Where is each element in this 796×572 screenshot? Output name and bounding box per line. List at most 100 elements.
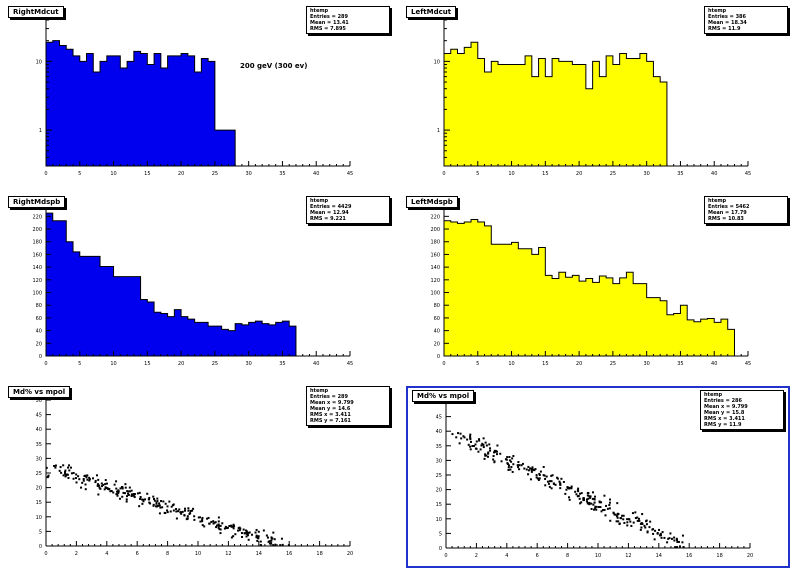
scatter-point [532,468,535,471]
y-tick-label: 15 [36,500,42,506]
scatter-point [570,485,573,488]
histogram-pad-left-mdspb[interactable]: 0 5 10 15 20 25 30 35 40 45 0 20 40 60 80 100 120 140 160 1… [398,190,796,380]
scatter-point [128,486,131,489]
scatter-point [619,517,622,520]
y-tick-label: 0 [39,354,42,360]
scatter-point [520,464,523,467]
x-tick-label: 0 [444,553,447,559]
stats-line: Entries = 5462 [708,204,750,210]
histogram-pad-right-mdspb[interactable]: 0 5 10 15 20 25 30 35 40 45 0 20 40 60 80 100 120 140 160 1… [0,190,398,380]
scatter-pad-left[interactable]: 0 2 4 6 8 10 12 14 16 18 20 0 5 10 15 20 25 30 35 40 45 50 Md… [0,380,398,570]
histogram-pad-left-mdcut[interactable]: 0 5 10 15 20 25 30 35 40 45 1 10 LeftMdcut htemp En… [398,0,796,190]
scatter-point [191,509,194,512]
scatter-point [64,469,67,472]
scatter-point [618,522,621,525]
scatter-point [668,537,671,540]
scatter-point [81,481,84,484]
scatter-point [245,530,248,533]
x-tick-label: 25 [610,171,616,177]
x-tick-label: 30 [245,361,251,367]
histogram-title: LeftMdcut [406,6,457,18]
scatter-point [661,531,664,534]
x-tick-label: 35 [677,171,683,177]
scatter-point [626,524,629,527]
x-tick-label: 20 [576,171,582,177]
scatter-point [53,465,56,468]
scatter-point [487,452,490,455]
scatter-point [510,466,513,469]
scatter-point [67,476,70,479]
scatter-point [459,432,462,435]
scatter-point [101,485,104,488]
scatter-point [560,477,563,480]
histogram-title: LeftMdspb [406,196,458,208]
scatter-point [54,464,57,467]
y-tick-label: 45 [436,415,442,421]
scatter-point [676,540,679,543]
scatter-point [479,448,482,451]
plot-area: 0 5 10 15 20 25 30 35 40 45 0 20 40 60 80 100 120 140 160 1… [32,210,353,367]
stats-line: RMS y = 7.161 [310,418,351,424]
scatter-point [648,526,651,529]
scatter-point [272,544,275,547]
scatter-point [634,517,637,520]
scatter-point [636,516,639,519]
scatter-point [155,501,158,504]
y-tick-label: 5 [39,529,42,535]
scatter-point [228,525,231,528]
histogram-bars [443,219,735,357]
scatter-point [58,469,61,472]
scatter-point [458,442,461,445]
x-tick-label: 10 [110,361,116,367]
y-tick-label: 180 [32,240,42,246]
scatter-point [184,507,187,510]
scatter-point [273,538,276,541]
scatter-point [125,495,128,498]
scatter-pad-right-selected[interactable]: 0 2 4 6 8 10 12 14 16 18 20 0 5 10 15 20 25 30 35 40 45 50 Md… [406,386,790,568]
scatter-point [193,515,196,518]
scatter-point [186,517,189,520]
y-tick-label: 220 [32,214,42,220]
scatter-point [564,492,567,495]
y-tick-label: 160 [32,252,42,258]
scatter-point [548,485,551,488]
scatter-point [156,500,159,503]
scatter-point [102,483,105,486]
scatter-point [125,500,128,503]
scatter-point [217,523,220,526]
x-tick-label: 40 [711,171,717,177]
scatter-point [270,537,273,540]
scatter-point [500,460,503,463]
scatter-point [494,450,497,453]
stats-line: RMS x = 3.411 [310,412,351,418]
scatter-point [128,490,131,493]
scatter-point [511,457,514,460]
scatter-point [589,495,592,498]
scatter-point [122,491,125,494]
scatter-point [644,526,647,529]
scatter-point [640,522,643,525]
scatter-point [136,492,139,495]
scatter-point [266,536,269,539]
scatter-point [187,507,190,510]
scatter-point [469,437,472,440]
scatter-point [608,507,611,510]
scatter-point [193,518,196,521]
x-tick-label: 0 [442,171,445,177]
scatter-point [579,492,582,495]
stats-line: Entries = 289 [310,394,349,400]
scatter-point [608,501,611,504]
scatter-point [142,498,145,501]
scatter-point [158,504,161,507]
y-tick-label: 10 [36,515,42,521]
scatter-point [467,443,470,446]
histogram-pad-right-mdcut[interactable]: 0 5 10 15 20 25 30 35 40 45 1 10 RightMdcut htemp E… [0,0,398,190]
scatter-point [132,494,135,497]
scatter-point [485,454,488,457]
scatter-point [125,498,128,501]
scatter-point [254,531,257,534]
scatter-point [75,473,78,476]
stats-line: Mean y = 14.6 [310,406,351,412]
scatter-point [617,520,620,523]
y-tick-label: 120 [32,278,42,284]
